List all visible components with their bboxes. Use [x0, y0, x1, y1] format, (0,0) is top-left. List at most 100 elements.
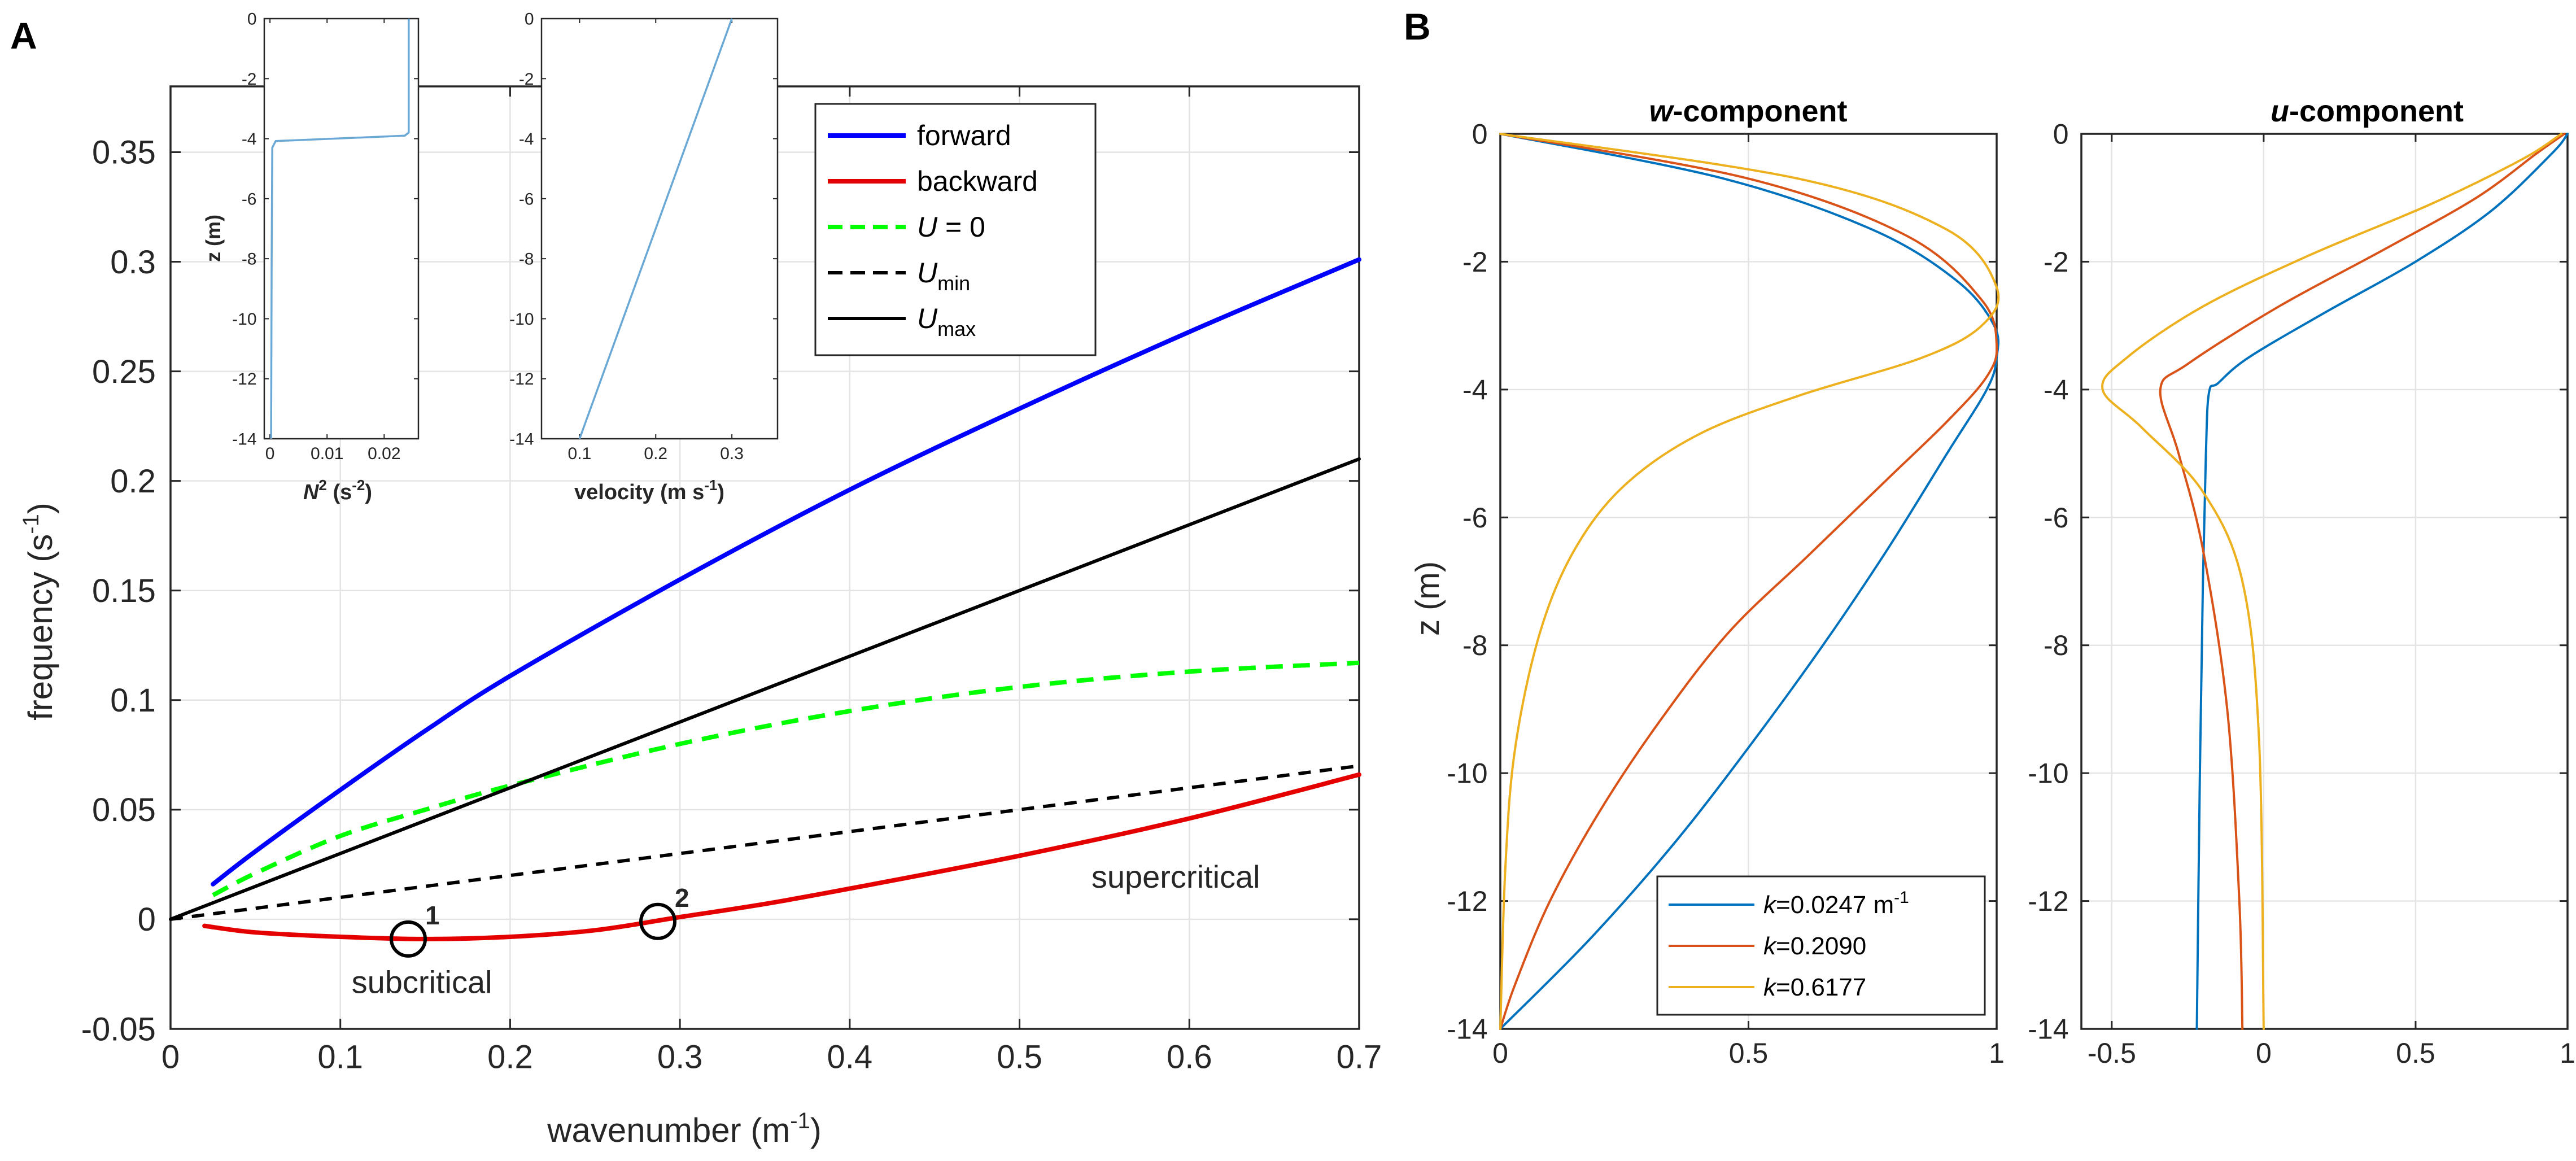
- inset-n2-x-tick-label: 0.01: [311, 444, 343, 463]
- inset-velocity-x-tick-label: 0.3: [720, 444, 744, 463]
- w-component-y-tick-label: -2: [1462, 246, 1487, 278]
- velocity-inset-chart: 0.1 0.2 0.3 0 -2 -4 -6 -8 -10 -12 -14 velocity (m …: [509, 10, 779, 504]
- inset-n2-x-tick-label: 0: [265, 444, 275, 463]
- w-component-legend-label-2: k=0.6177: [1763, 974, 1866, 1001]
- dispersion-marker-label-1: 1: [425, 901, 440, 930]
- w-component-y-tick-label: -4: [1462, 374, 1487, 405]
- inset-velocity-y-tick-label: -6: [519, 190, 534, 208]
- w-component-axes-frame: [1499, 133, 1998, 1030]
- dispersion-legend-label-0: forward: [917, 120, 1011, 151]
- u-component-series-line-1: [2159, 133, 2566, 1030]
- dispersion-x-tick-label: 0.3: [657, 1039, 703, 1076]
- dispersion-y-tick-label: -0.05: [81, 1011, 156, 1047]
- inset-n2-x-tick-label: 0.02: [368, 444, 400, 463]
- u-component-y-tick-label: -6: [2044, 502, 2068, 534]
- panel-label-b: B: [1404, 6, 1431, 47]
- velocity-inset-x-axis-label: velocity (m s-1): [574, 477, 724, 504]
- inset-n2-plot-area: [264, 19, 418, 439]
- w-component-x-tick-label: 0.5: [1729, 1037, 1769, 1069]
- inset-velocity-y-tick-label: -2: [519, 70, 534, 89]
- dispersion-x-tick-label: 0.7: [1337, 1039, 1382, 1076]
- inset-n2-y-tick-label: -2: [242, 70, 257, 89]
- inset-velocity-axes-frame: [540, 18, 779, 440]
- dispersion-x-tick-label: 0.4: [827, 1039, 873, 1076]
- u-component-y-tick-label: -14: [2028, 1014, 2068, 1045]
- n2-inset-x-axis-label: N2 (s-2): [303, 477, 372, 504]
- u-component-plot-area: [2081, 134, 2568, 1029]
- dispersion-x-tick-label: 0: [161, 1039, 180, 1076]
- dispersion-marker-label-2: 2: [675, 883, 689, 913]
- dispersion-series-line-3: [170, 764, 1360, 921]
- panel-label-a: A: [10, 15, 37, 56]
- dispersion-y-tick-label: 0.15: [92, 573, 156, 609]
- u-component-title: u-component: [2271, 94, 2464, 128]
- inset-velocity-x-tick-label: 0.2: [644, 444, 667, 463]
- dispersion-annotation-1: subcritical: [352, 964, 492, 999]
- dispersion-x-tick-label: 0.5: [997, 1039, 1042, 1076]
- dispersion-y-axis-label: frequency (s-1): [19, 503, 59, 721]
- u-component-x-tick-label: 0.5: [2396, 1037, 2435, 1069]
- w-component-series-line-2: [1499, 133, 2000, 1030]
- w-component-series-line-0: [1499, 133, 2000, 1030]
- inset-n2-series-line-0: [270, 19, 410, 439]
- n2-inset-y-axis-label: z (m): [202, 215, 225, 262]
- dispersion-y-tick-label: 0.1: [110, 682, 156, 719]
- inset-n2-y-tick-label: 0: [247, 10, 257, 29]
- inset-velocity-series-line-0: [578, 18, 733, 439]
- dispersion-series-line-2: [212, 660, 1360, 897]
- w-component-y-tick-label: -6: [1462, 502, 1487, 534]
- dispersion-x-tick-label: 0.6: [1167, 1039, 1212, 1076]
- dispersion-x-tick-label: 0.2: [487, 1039, 533, 1076]
- w-component-legend-label-0: k=0.0247 m-1: [1763, 888, 1909, 919]
- n2-inset-chart: 0 0.01 0.02 0 -2 -4 -6 -8 -10 -12 -14 N2 (s-2) z (…: [202, 10, 420, 504]
- dispersion-legend-label-3: Umin: [917, 257, 970, 295]
- dispersion-legend-label-1: backward: [917, 165, 1038, 197]
- inset-n2-y-tick-label: -10: [232, 310, 256, 329]
- w-component-y-tick-label: -10: [1447, 758, 1487, 789]
- dispersion-y-tick-label: 0.2: [110, 463, 156, 500]
- inset-velocity-y-tick-label: -4: [519, 130, 534, 149]
- w-component-y-tick-label: -12: [1447, 885, 1487, 917]
- dispersion-marker-circle-2: [639, 902, 677, 940]
- dispersion-annotation-2: supercritical: [1091, 859, 1260, 894]
- dispersion-y-tick-label: 0.25: [92, 353, 156, 390]
- inset-velocity-plot-area: [542, 19, 778, 439]
- inset-n2-y-tick-label: -8: [242, 250, 257, 269]
- w-component-y-tick-label: -14: [1447, 1014, 1487, 1045]
- dispersion-y-tick-label: 0.05: [92, 792, 156, 828]
- dispersion-series-line-1: [202, 772, 1361, 941]
- dispersion-series-line-4: [169, 457, 1361, 921]
- inset-n2-y-tick-label: -12: [232, 370, 256, 389]
- inset-velocity-y-tick-label: 0: [525, 10, 534, 29]
- inset-n2-y-tick-label: -4: [242, 130, 257, 149]
- w-component-x-tick-label: 0: [1492, 1037, 1508, 1069]
- u-component-y-tick-label: -2: [2044, 246, 2068, 278]
- w-component-series-line-1: [1499, 133, 1998, 1030]
- w-component-y-axis-label: z (m): [1409, 561, 1446, 636]
- u-component-x-tick-label: -0.5: [2088, 1037, 2136, 1069]
- inset-n2-y-tick-label: -14: [232, 430, 256, 449]
- w-component-y-tick-label: 0: [1472, 119, 1488, 150]
- inset-n2-axes-frame: [263, 18, 420, 440]
- inset-velocity-y-tick-label: -8: [519, 250, 534, 269]
- u-component-x-tick-label: 0: [2256, 1037, 2272, 1069]
- u-component-y-tick-label: -4: [2044, 374, 2068, 405]
- u-component-y-tick-label: -8: [2044, 630, 2068, 661]
- dispersion-x-axis-label: wavenumber (m-1): [547, 1108, 822, 1149]
- u-component-y-tick-label: -10: [2028, 758, 2068, 789]
- dispersion-x-tick-label: 0.1: [317, 1039, 363, 1076]
- dispersion-series-line-0: [211, 257, 1361, 887]
- w-component-legend-label-1: k=0.2090: [1763, 932, 1866, 960]
- dispersion-legend-label-2: U = 0: [917, 211, 985, 243]
- dispersion-legend-label-4: Umax: [917, 303, 976, 341]
- dispersion-y-tick-label: 0.3: [110, 244, 156, 281]
- inset-velocity-x-tick-label: 0.1: [568, 444, 592, 463]
- dispersion-y-tick-label: 0.35: [92, 134, 156, 171]
- w-component-x-tick-label: 1: [1989, 1037, 2005, 1069]
- u-component-chart: -0.5 0 0.5 1 0 -2 -4 -6 -8 -10 -12 -14 u-component: [2028, 94, 2575, 1069]
- u-component-x-tick-label: 1: [2560, 1037, 2575, 1069]
- inset-velocity-y-tick-label: -10: [509, 310, 534, 329]
- dispersion-y-tick-label: 0: [138, 901, 156, 938]
- dispersion-legend-box: [814, 103, 1097, 356]
